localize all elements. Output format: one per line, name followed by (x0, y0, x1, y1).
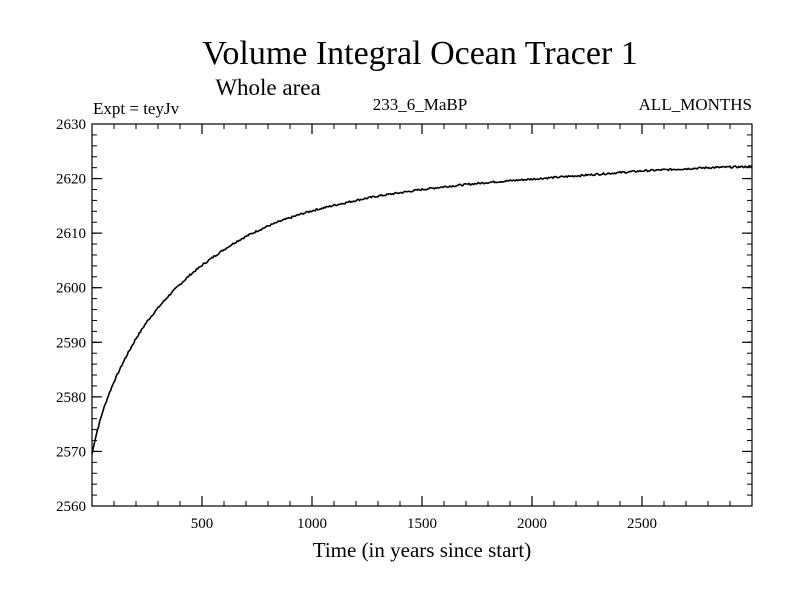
months-label: ALL_MONTHS (639, 95, 752, 114)
x-tick-label: 500 (191, 516, 214, 532)
y-tick-label: 2610 (56, 226, 86, 242)
chart-subtitle: Whole area (215, 75, 320, 100)
chart-title: Volume Integral Ocean Tracer 1 (202, 35, 638, 72)
x-tick-labels: 500 1000 1500 2000 2500 (191, 516, 657, 532)
period-label: 233_6_MaBP (373, 95, 467, 114)
y-tick-labels: 2560 2570 2580 2590 2600 2610 2620 2630 (56, 117, 86, 515)
y-tick-label: 2620 (56, 172, 86, 188)
y-tick-label: 2560 (56, 499, 86, 515)
y-tick-label: 2600 (56, 281, 86, 297)
y-tick-label: 2630 (56, 117, 86, 133)
series-line (91, 165, 753, 455)
x-tick-label: 1000 (297, 516, 327, 532)
x-tick-label: 2500 (627, 516, 657, 532)
plot-frame (91, 123, 753, 507)
y-tick-label: 2570 (56, 444, 86, 460)
x-tick-label: 2000 (517, 516, 547, 532)
experiment-label: Expt = teyJv (93, 99, 180, 118)
x-tick-label: 1500 (407, 516, 437, 532)
y-tick-label: 2590 (56, 335, 86, 351)
x-axis-label: Time (in years since start) (313, 538, 532, 562)
tick-marks (92, 124, 752, 506)
series-layer (91, 165, 753, 455)
y-tick-label: 2580 (56, 390, 86, 406)
